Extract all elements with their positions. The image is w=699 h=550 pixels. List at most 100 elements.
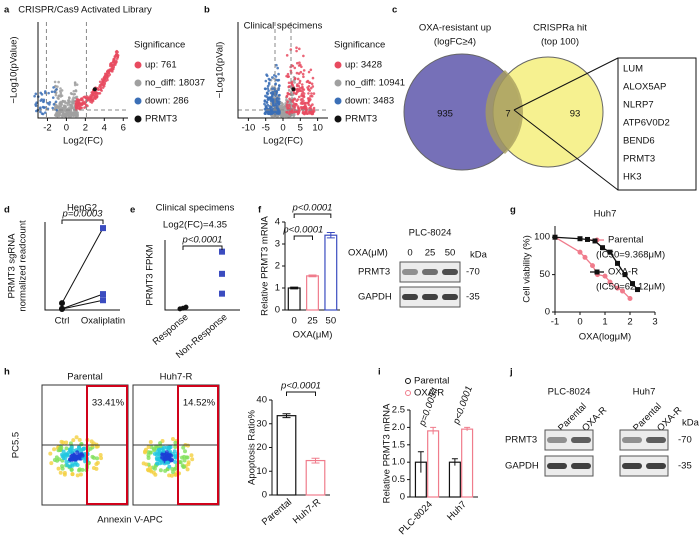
band [622, 437, 642, 443]
point-cloud [286, 107, 289, 110]
point-cloud [264, 87, 267, 91]
legend-entry: up: 3428 [345, 60, 382, 71]
event-cloud [60, 466, 65, 471]
p-bracket [182, 245, 223, 250]
axes [237, 22, 328, 119]
event-cloud [94, 444, 99, 449]
row-label: PRMT3 [505, 435, 537, 446]
point [577, 249, 583, 255]
legend-entry: Parental [414, 376, 449, 387]
point-cloud [72, 93, 75, 96]
event-cloud [70, 461, 75, 466]
point-cloud [297, 111, 301, 114]
point-cloud [70, 100, 73, 104]
bar [324, 234, 338, 311]
event-cloud [158, 468, 163, 473]
point-cloud [295, 71, 299, 75]
event-cloud [181, 445, 186, 450]
event-cloud [152, 466, 157, 471]
event-cloud [63, 456, 68, 461]
point-cloud [74, 112, 78, 116]
point-cloud [72, 89, 76, 93]
point-cloud [290, 80, 294, 84]
apoptosis-gate [86, 385, 128, 505]
panel-letter: e [130, 205, 135, 216]
point-cloud [306, 97, 310, 100]
band [547, 463, 567, 469]
point-cloud [92, 96, 96, 100]
point-cloud [34, 104, 38, 108]
x-axis-label: OXA(μM) [293, 330, 333, 341]
event-cloud [73, 457, 78, 462]
event-cloud [161, 449, 166, 454]
point-cloud [265, 91, 269, 95]
y-tick-label: 2 [275, 261, 280, 272]
point-cloud [106, 78, 109, 82]
point-cloud [308, 99, 311, 102]
point-cloud [311, 103, 314, 106]
point-cloud [291, 64, 295, 68]
y-tick-label: 2.5 [392, 405, 405, 416]
bar [461, 428, 474, 498]
p-value: p<0.0001 [282, 225, 323, 236]
title: HepG2 [67, 203, 97, 214]
band [402, 294, 418, 300]
point-cloud [69, 109, 73, 113]
row-label: GAPDH [505, 461, 539, 472]
point-cloud [302, 69, 306, 72]
point-cloud [310, 92, 313, 95]
count: 93 [570, 109, 581, 120]
point-cloud [110, 63, 114, 67]
panel-letter: g [510, 205, 516, 216]
point-cloud [41, 105, 45, 109]
p-value: p<0.0001 [182, 235, 223, 246]
point-cloud [311, 85, 315, 88]
point-cloud [52, 103, 56, 106]
point-cloud [295, 49, 298, 53]
point-cloud [106, 72, 109, 75]
point-cloud [307, 70, 311, 74]
event-cloud [74, 435, 79, 440]
point [552, 234, 558, 240]
event-cloud [91, 465, 96, 470]
point-cloud [309, 107, 313, 111]
blot-title: Huh7 [633, 387, 656, 398]
gene: BEND6 [623, 136, 655, 147]
point-cloud [302, 75, 305, 79]
event-cloud [183, 449, 188, 454]
point-cloud [95, 93, 99, 96]
event-cloud [70, 472, 75, 477]
point [615, 285, 620, 291]
gene: NLRP7 [623, 100, 654, 111]
panel-letter: i [378, 367, 381, 378]
point-cloud [300, 83, 304, 86]
title: Huh7 [594, 209, 617, 220]
point-cloud [69, 92, 73, 95]
point-cloud [298, 47, 301, 51]
point-cloud [103, 81, 106, 84]
point-cloud [56, 96, 59, 100]
point-cloud [274, 75, 278, 78]
error-bar [417, 451, 424, 473]
y-axis-label: Relative PRMT3 mRNA [382, 403, 393, 503]
band [402, 269, 418, 275]
event-cloud [166, 446, 171, 451]
point-cloud [302, 54, 305, 58]
point-cloud [54, 100, 58, 104]
point-cloud [57, 104, 61, 108]
set-name: CRISPRa hit [533, 23, 587, 34]
point-cloud [265, 74, 269, 78]
x-tick-label: 0 [280, 123, 285, 134]
x-tick-label: -10 [242, 123, 256, 134]
event-cloud [48, 451, 53, 456]
event-cloud [49, 461, 54, 466]
legend-entry: OXA-R [414, 388, 444, 399]
point-cloud [271, 103, 275, 107]
point-cloud [58, 113, 62, 116]
point-cloud [102, 84, 106, 88]
point-cloud [271, 111, 275, 115]
event-cloud [58, 470, 63, 475]
point-cloud [264, 79, 268, 83]
count: 7 [505, 109, 510, 120]
marker: -70 [466, 267, 480, 278]
